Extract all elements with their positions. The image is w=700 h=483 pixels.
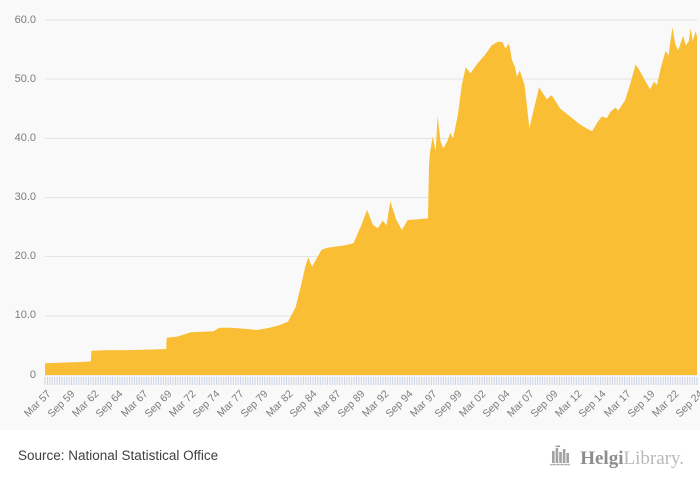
y-axis-label: 60.0 — [14, 13, 36, 26]
area-chart: 0 10.0 20.0 30.0 40.0 50.0 60.0 Mar 57 Sep 59 Ma… — [14, 13, 700, 421]
y-axis-label: 30.0 — [14, 191, 36, 203]
y-axis-label: 50.0 — [14, 72, 36, 85]
logo-text: HelgiLibrary. — [580, 447, 684, 471]
chart-svg — [44, 19, 698, 385]
footer-bar: Source: National Statistical Office Helg… — [0, 430, 700, 483]
y-axis-label: 40.0 — [14, 131, 36, 144]
y-axis-label: 20.0 — [14, 250, 36, 263]
helgi-building-bars-icon — [548, 443, 574, 474]
y-axis-label: 10.0 — [14, 309, 36, 322]
logo-text-helgi: Helgi — [580, 447, 624, 469]
logo-text-library: Library. — [623, 447, 685, 469]
area-series — [45, 27, 697, 375]
source-label: Source: National Statistical Office — [18, 448, 219, 463]
minor-ticks — [44, 377, 698, 385]
y-axis-label: 0 — [29, 368, 36, 381]
helgi-library-logo: HelgiLibrary. — [548, 443, 684, 474]
plot-area — [44, 19, 698, 385]
